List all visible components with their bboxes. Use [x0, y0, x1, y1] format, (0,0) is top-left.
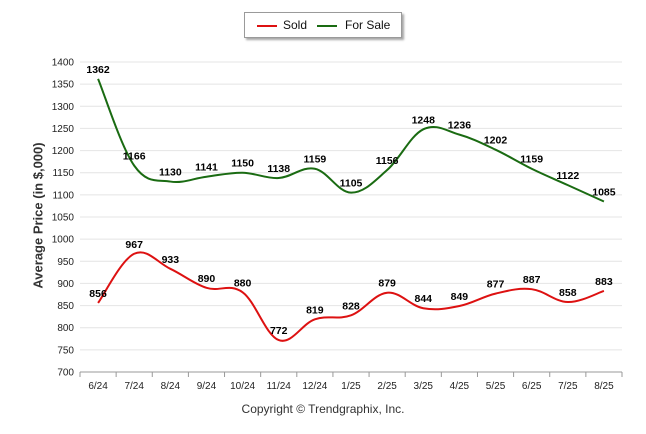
y-tick-label: 1350 — [52, 80, 75, 91]
data-label-for-sale: 1085 — [592, 187, 616, 199]
data-label-sold: 828 — [342, 300, 360, 312]
y-tick-label: 1050 — [52, 213, 75, 224]
data-label-for-sale: 1248 — [412, 114, 436, 126]
y-tick-label: 1400 — [52, 58, 75, 69]
x-tick-label: 2/25 — [377, 381, 397, 392]
y-tick-label: 950 — [57, 257, 74, 268]
data-label-for-sale: 1141 — [195, 162, 218, 174]
data-label-for-sale: 1236 — [448, 120, 472, 132]
y-tick-label: 1200 — [52, 146, 75, 157]
data-label-sold: 879 — [378, 278, 396, 290]
y-tick-label: 1100 — [52, 190, 74, 201]
y-tick-label: 750 — [57, 345, 74, 356]
x-tick-label: 12/24 — [302, 381, 327, 392]
x-tick-label: 6/25 — [522, 381, 542, 392]
x-tick-label: 6/24 — [88, 381, 108, 392]
x-tick-label: 7/24 — [124, 381, 144, 392]
y-tick-label: 700 — [57, 368, 74, 379]
data-label-sold: 849 — [451, 291, 469, 303]
data-label-for-sale: 1362 — [86, 64, 110, 76]
data-label-sold: 883 — [595, 276, 613, 288]
x-tick-label: 3/25 — [414, 381, 434, 392]
data-label-sold: 890 — [198, 273, 216, 285]
x-tick-label: 10/24 — [230, 381, 255, 392]
data-label-for-sale: 1159 — [303, 154, 326, 166]
data-label-sold: 772 — [270, 325, 288, 337]
series-line-for-sale — [97, 78, 605, 203]
legend-swatch-sold — [257, 25, 277, 27]
data-label-for-sale: 1122 — [556, 170, 579, 182]
y-tick-label: 1000 — [52, 235, 75, 246]
data-label-sold: 856 — [89, 288, 107, 300]
x-tick-label: 8/25 — [594, 381, 614, 392]
copyright-text: Copyright © Trendgraphix, Inc. — [241, 402, 405, 416]
grid-lines — [80, 61, 622, 373]
legend-swatch-for-sale — [317, 25, 337, 27]
x-tick-label: 7/25 — [558, 381, 578, 392]
data-label-for-sale: 1156 — [376, 155, 399, 167]
y-tick-label: 1250 — [52, 124, 75, 135]
series-line-sold — [97, 251, 605, 342]
y-tick-label: 1300 — [52, 102, 75, 113]
data-label-sold: 887 — [523, 274, 541, 286]
y-tick-label: 1150 — [52, 168, 74, 179]
data-label-sold: 880 — [234, 277, 252, 289]
data-label-sold: 844 — [415, 293, 433, 305]
data-label-sold: 858 — [559, 287, 577, 299]
axes: 700 750 800 850 900 950 1000 1050 1100 1150 1200 12… — [52, 58, 623, 392]
data-label-for-sale: 1150 — [231, 158, 254, 170]
legend-label-for-sale: For Sale — [345, 18, 391, 32]
data-label-for-sale: 1166 — [123, 151, 146, 163]
y-tick-label: 850 — [57, 301, 74, 312]
data-label-for-sale: 1159 — [520, 154, 543, 166]
data-label-for-sale: 1130 — [159, 167, 182, 179]
series-lines — [97, 78, 605, 342]
data-label-sold: 819 — [306, 304, 324, 316]
y-tick-label: 800 — [57, 323, 74, 334]
x-tick-label: 9/24 — [197, 381, 217, 392]
y-axis-label: Average Price (in $,000) — [30, 142, 46, 289]
data-label-for-sale: 1138 — [267, 163, 290, 175]
x-tick-label: 5/25 — [486, 381, 506, 392]
data-label-sold: 933 — [162, 254, 180, 266]
data-label-for-sale: 1105 — [340, 178, 363, 190]
x-tick-label: 11/24 — [267, 381, 292, 392]
data-label-sold: 877 — [487, 279, 505, 291]
data-label-sold: 967 — [125, 239, 143, 251]
x-tick-label: 8/24 — [161, 381, 181, 392]
legend-label-sold: Sold — [283, 18, 308, 32]
y-tick-label: 900 — [57, 279, 74, 290]
data-labels: 856 967 933 890 880 772 819 828 879 844 849 877 887 8… — [86, 64, 615, 337]
data-label-for-sale: 1202 — [484, 135, 508, 147]
x-tick-label: 4/25 — [450, 381, 470, 392]
x-tick-label: 1/25 — [341, 381, 361, 392]
legend: Sold For Sale — [244, 12, 402, 38]
